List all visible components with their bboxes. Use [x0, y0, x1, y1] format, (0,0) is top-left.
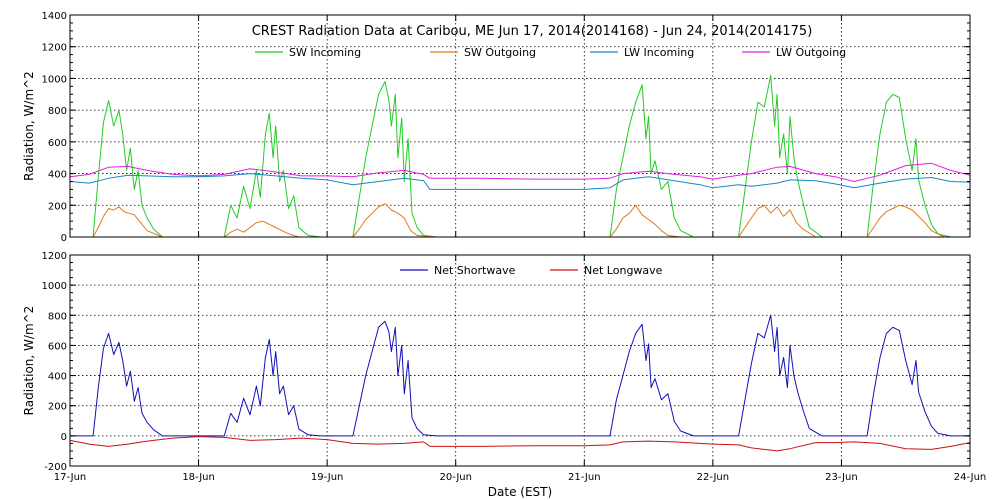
y-tick-label: 0: [61, 233, 67, 244]
y-tick-label: -200: [44, 462, 67, 473]
y-tick-label: 800: [48, 311, 67, 322]
y-tick-label: 0: [61, 432, 67, 443]
y-tick-label: 200: [48, 402, 67, 413]
legend-label-net-shortwave: Net Shortwave: [434, 264, 516, 277]
y-axis-title: Radiation, W/m^2: [22, 71, 36, 181]
legend-label-sw-outgoing: SW Outgoing: [464, 46, 536, 59]
x-tick-label: 18-Jun: [182, 472, 215, 483]
series-line-sw-outgoing: [70, 203, 970, 238]
x-tick-label: 22-Jun: [697, 472, 730, 483]
x-tick-label: 21-Jun: [568, 472, 601, 483]
chart-title: CREST Radiation Data at Caribou, ME Jun …: [252, 24, 813, 39]
legend-label-lw-incoming: LW Incoming: [624, 46, 694, 59]
legend-label-lw-outgoing: LW Outgoing: [776, 46, 846, 59]
y-tick-label: 1200: [42, 251, 67, 262]
y-tick-label: 1000: [42, 281, 67, 292]
y-tick-label: 400: [48, 170, 67, 181]
y-tick-label: 600: [48, 138, 67, 149]
y-tick-label: 200: [48, 201, 67, 212]
x-axis: 17-Jun 18-Jun 19-Jun 20-Jun 21-Jun 22-Jun 23-J…: [54, 472, 987, 499]
series-line-lw-outgoing: [69, 162, 971, 182]
legend-label-sw-incoming: SW Incoming: [289, 46, 361, 59]
x-tick-label: 24-Jun: [954, 472, 987, 483]
top-panel-sw-lw-radiation: 0 200 400 600 800 1000 1200 1400 Radiation, W/m^…: [22, 11, 971, 244]
legend-label-net-longwave: Net Longwave: [584, 264, 663, 277]
y-tick-label: 1200: [42, 43, 67, 54]
y-tick-label: 400: [48, 372, 67, 383]
x-axis-title: Date (EST): [488, 485, 552, 499]
y-tick-label: 1400: [42, 11, 67, 22]
y-axis-title: Radiation, W/m^2: [22, 306, 36, 416]
plot-frame: [69, 254, 971, 467]
x-tick-label: 20-Jun: [439, 472, 472, 483]
y-tick-label: 600: [48, 341, 67, 352]
y-tick-label: 1000: [42, 74, 67, 85]
x-tick-label: 17-Jun: [54, 472, 87, 483]
x-tick-label: 19-Jun: [311, 472, 344, 483]
series-line-net-shortwave: [70, 314, 970, 437]
x-tick-label: 23-Jun: [825, 472, 858, 483]
y-tick-label: 800: [48, 106, 67, 117]
series-line-net-longwave: [69, 436, 971, 452]
series-line-lw-incoming: [69, 173, 971, 190]
series-line-sw-incoming: [70, 74, 970, 238]
bottom-panel-net-radiation: -200 0 200 400 600 800 1000 1200 Radiation, W/m^…: [22, 251, 971, 473]
